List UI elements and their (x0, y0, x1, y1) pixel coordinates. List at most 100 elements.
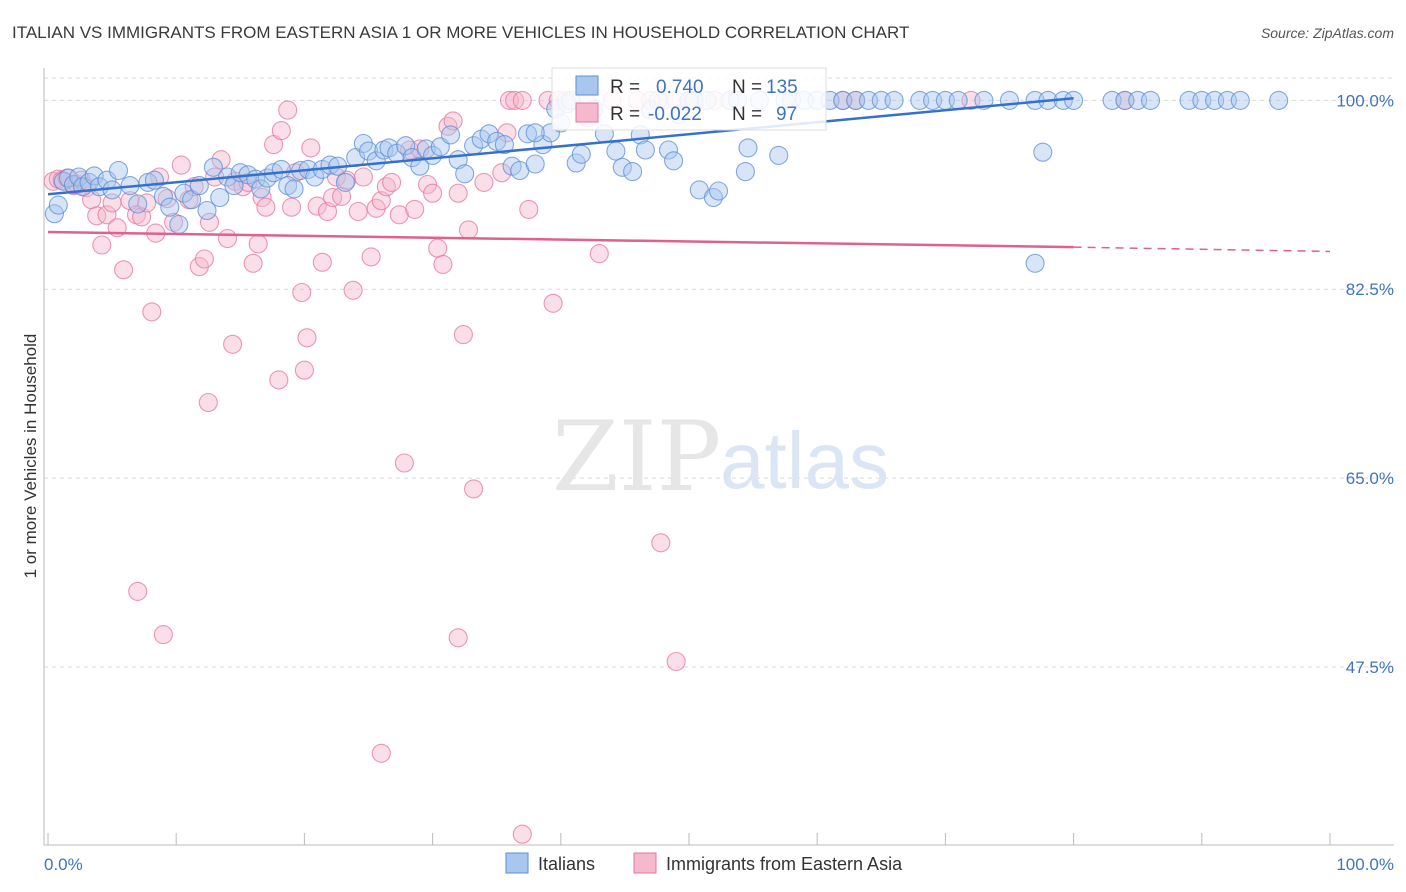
point-immigrants (458, 220, 479, 240)
stats-swatch-immigrants (575, 102, 599, 123)
point-immigrants (87, 206, 107, 226)
point-italians (884, 90, 904, 110)
point-italians (203, 157, 223, 177)
stats-r-value-immigrants: -0.022 (648, 104, 702, 125)
point-italians (284, 179, 304, 199)
point-italians (1025, 253, 1045, 273)
point-immigrants (519, 199, 539, 219)
point-immigrants (194, 249, 214, 269)
point-italians (108, 160, 129, 181)
point-immigrants (278, 100, 298, 120)
point-italians (612, 157, 632, 177)
point-immigrants (394, 453, 414, 473)
point-italians (358, 141, 379, 161)
point-italians (708, 181, 729, 201)
point-italians (487, 131, 507, 151)
point-italians (160, 197, 180, 217)
point-italians (517, 124, 538, 144)
point-italians (410, 156, 430, 176)
y-tick-label: 47.5% (1346, 658, 1394, 677)
point-immigrants (474, 172, 494, 192)
stats-swatch-italians (575, 75, 599, 96)
point-italians (738, 138, 758, 158)
point-italians (623, 162, 643, 182)
point-immigrants (389, 205, 409, 225)
point-immigrants (433, 254, 453, 274)
legend-swatch-italians (505, 852, 529, 874)
point-italians (664, 151, 684, 171)
legend-swatch-immigrants (633, 852, 657, 874)
chart-source: Source: ZipAtlas.com (1261, 25, 1394, 41)
point-italians (153, 186, 173, 206)
point-immigrants (149, 167, 170, 187)
point-immigrants (114, 260, 134, 280)
y-axis-label: 1 or more Vehicles in Household (21, 334, 40, 579)
y-tick-label: 65.0% (1346, 469, 1394, 488)
point-italians (271, 159, 291, 179)
point-immigrants (505, 90, 525, 110)
point-immigrants (371, 743, 391, 763)
point-immigrants (294, 360, 314, 380)
point-immigrants (651, 533, 671, 553)
y-tick-label: 82.5% (1346, 280, 1394, 299)
point-italians (948, 90, 968, 110)
point-immigrants (443, 111, 463, 131)
point-immigrants (543, 293, 563, 313)
point-immigrants (223, 334, 243, 354)
point-immigrants (448, 628, 468, 648)
point-immigrants (382, 172, 402, 192)
x-tick-label-min: 0.0% (44, 855, 83, 874)
stats-r-label-italians: R = (610, 77, 640, 98)
x-tick-marks (47, 833, 1331, 845)
point-italians (999, 90, 1020, 110)
point-immigrants (282, 197, 302, 217)
point-italians (144, 170, 164, 190)
point-immigrants (243, 253, 263, 273)
point-italians (84, 166, 104, 186)
point-italians (658, 140, 679, 160)
point-italians (320, 155, 340, 175)
point-italians (1269, 90, 1289, 110)
point-immigrants (198, 392, 218, 413)
point-italians (128, 194, 148, 214)
x-tick-label-max: 100.0% (1336, 855, 1394, 874)
point-italians (440, 125, 461, 145)
point-immigrants (453, 325, 473, 345)
point-immigrants (128, 581, 148, 601)
point-immigrants (153, 625, 173, 645)
chart-title: ITALIAN VS IMMIGRANTS FROM EASTERN ASIA … (12, 23, 909, 42)
point-italians (366, 151, 386, 171)
point-immigrants (307, 196, 327, 216)
point-italians (1033, 142, 1053, 162)
stats-r-value-italians: 0.740 (656, 77, 704, 98)
stats-n-label-italians: N = (732, 77, 762, 98)
point-italians (606, 141, 626, 161)
point-immigrants (92, 235, 112, 255)
point-italians (197, 200, 217, 221)
point-italians (69, 167, 89, 187)
stats-box: R = 0.740 N = 135 R = -0.022 N = 97 (551, 67, 827, 131)
point-italians (53, 171, 73, 191)
point-italians (1064, 90, 1084, 110)
point-immigrants (464, 479, 484, 499)
point-immigrants (199, 212, 220, 232)
point-italians (58, 168, 79, 188)
point-italians (769, 145, 789, 165)
watermark-atlas: atlas (720, 416, 889, 505)
trend-line-immigrants (47, 230, 1074, 249)
point-immigrants (343, 280, 363, 300)
point-italians (525, 154, 545, 174)
point-italians (525, 123, 545, 143)
point-italians (48, 195, 68, 215)
point-italians (251, 179, 271, 199)
point-italians (974, 90, 994, 110)
legend-label-italians: Italians (538, 854, 595, 874)
point-immigrants (348, 201, 368, 222)
y-tick-label: 100.0% (1336, 91, 1394, 110)
point-italians (305, 167, 325, 187)
point-immigrants (589, 244, 609, 264)
stats-r-label-immigrants: R = (610, 104, 640, 125)
point-italians (735, 162, 755, 182)
point-immigrants (405, 199, 425, 219)
